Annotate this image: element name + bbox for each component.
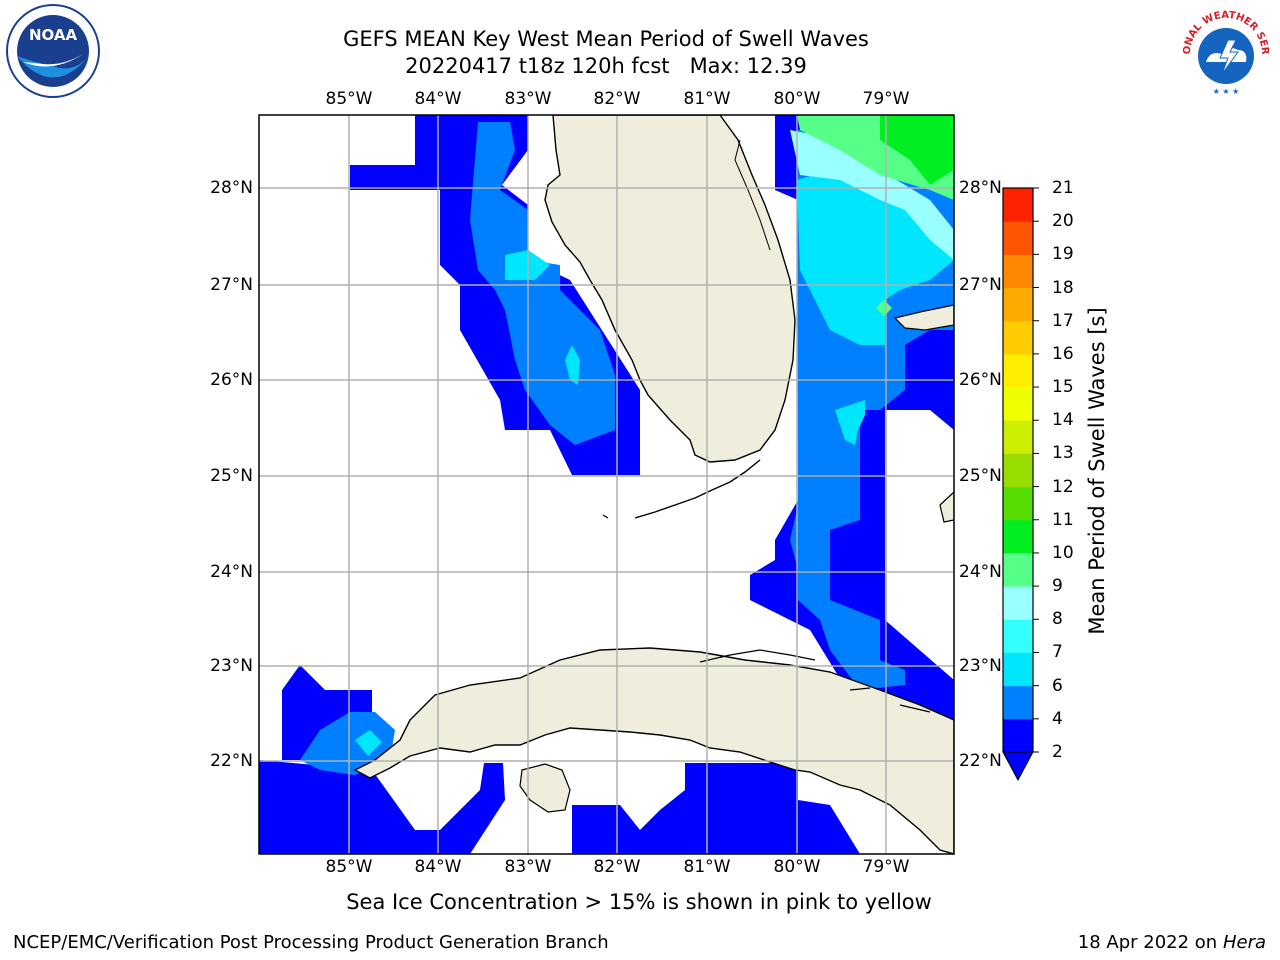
lat-label-left: 25°N — [210, 466, 253, 486]
colorbar-segment — [1003, 552, 1033, 587]
lon-label-bottom: 85°W — [325, 857, 373, 877]
colorbar-tick-label: 7 — [1052, 642, 1063, 663]
map-title: GEFS MEAN Key West Mean Period of Swell … — [343, 27, 869, 51]
colorbar-segment — [1003, 486, 1033, 521]
colorbar-label: Mean Period of Swell Waves [s] — [1085, 307, 1109, 635]
svg-text:★ ★ ★: ★ ★ ★ — [1213, 87, 1240, 96]
colorbar-segment — [1003, 320, 1033, 355]
noaa-logo: NOAA — [6, 4, 100, 98]
colorbar — [1003, 188, 1033, 753]
lat-label-left: 22°N — [210, 751, 253, 771]
lat-label-left: 26°N — [210, 370, 253, 390]
lat-label-left: 28°N — [210, 178, 253, 198]
colorbar-tick-label: 2 — [1052, 742, 1063, 762]
colorbar-tick-label: 13 — [1052, 443, 1074, 464]
date-stamp-text: 18 Apr 2022 on — [1077, 932, 1223, 953]
colorbar-tick-label: 8 — [1052, 609, 1063, 630]
lon-label-top: 81°W — [683, 89, 731, 109]
colorbar-segment — [1003, 685, 1033, 720]
colorbar-tick-label: 9 — [1052, 576, 1063, 597]
colorbar-tick-label: 21 — [1052, 178, 1074, 198]
lon-label-bottom: 81°W — [683, 857, 731, 877]
map-frame — [258, 114, 955, 855]
colorbar-segment — [1003, 586, 1033, 620]
colorbar-segment — [1003, 453, 1033, 488]
florida-keys — [634, 459, 761, 519]
colorbar-segment — [1003, 519, 1033, 554]
colorbar-segment — [1003, 353, 1033, 388]
land-florida — [544, 115, 796, 463]
colorbar-tick-label: 17 — [1052, 310, 1074, 331]
machine-name: Hera — [1222, 932, 1266, 953]
lon-label-bottom: 80°W — [773, 857, 821, 877]
land-cuba — [353, 647, 954, 854]
credit-line: NCEP/EMC/Verification Post Processing Pr… — [13, 932, 609, 953]
colorbar-tick-label: 18 — [1052, 277, 1074, 298]
nws-logo: NATIONAL WEATHER SERVICE ★ ★ ★ — [1176, 4, 1272, 98]
date-stamp: 18 Apr 2022 on Hera — [1078, 932, 1266, 953]
colorbar-frame — [1002, 187, 1034, 753]
lat-label-right: 22°N — [959, 751, 1002, 771]
lon-label-bottom: 84°W — [414, 857, 462, 877]
lon-label-top: 84°W — [414, 89, 462, 109]
colorbar-segment — [1003, 619, 1033, 653]
lon-label-top: 80°W — [773, 89, 821, 109]
swell-field-max — [876, 300, 892, 316]
colorbar-segment — [1003, 652, 1033, 687]
land-bahamas-east — [939, 491, 954, 523]
lat-label-right: 25°N — [959, 466, 1002, 486]
colorbar-tick-label: 20 — [1052, 211, 1074, 232]
colorbar-tick-label: 12 — [1052, 476, 1074, 497]
colorbar-tick-label: 19 — [1052, 244, 1074, 265]
lon-label-top: 85°W — [325, 89, 373, 109]
sea-ice-note: Sea Ice Concentration > 15% is shown in … — [346, 890, 932, 914]
lat-label-right: 26°N — [959, 370, 1002, 390]
lat-label-right: 24°N — [959, 562, 1002, 582]
colorbar-segment — [1003, 221, 1033, 255]
colorbar-segment — [1003, 254, 1033, 289]
colorbar-tick-label: 11 — [1052, 509, 1074, 530]
lat-label-right: 28°N — [959, 178, 1002, 198]
swell-field-7-9s — [790, 130, 954, 260]
lon-label-top: 79°W — [862, 89, 910, 109]
graticule — [259, 115, 954, 854]
colorbar-segment — [1003, 718, 1033, 753]
lat-label-left: 24°N — [210, 562, 253, 582]
cuba-cays — [699, 649, 931, 713]
lon-label-top: 82°W — [593, 89, 641, 109]
lon-label-top: 83°W — [504, 89, 552, 109]
colorbar-segment — [1003, 387, 1033, 421]
colorbar-tick-label: 15 — [1052, 377, 1074, 398]
colorbar-tick-label: 6 — [1052, 675, 1063, 696]
noaa-logo-text: NOAA — [29, 26, 78, 44]
lon-label-bottom: 82°W — [593, 857, 641, 877]
colorbar-extend-arrow — [1002, 751, 1034, 782]
lon-label-bottom: 83°W — [504, 857, 552, 877]
land-isla-juventud — [519, 763, 571, 813]
lat-label-right: 27°N — [959, 275, 1002, 295]
colorbar-segment — [1003, 188, 1033, 222]
lat-label-left: 23°N — [210, 656, 253, 676]
swell-field-10-12s — [880, 115, 954, 185]
colorbar-tick-label: 16 — [1052, 343, 1074, 364]
colorbar-segment — [1003, 420, 1033, 454]
lat-label-left: 27°N — [210, 275, 253, 295]
colorbar-tick-label: 10 — [1052, 542, 1074, 563]
lat-label-right: 23°N — [959, 656, 1002, 676]
map-subtitle: 20220417 t18z 120h fcst Max: 12.39 — [405, 54, 807, 78]
colorbar-tick-label: 4 — [1052, 708, 1063, 729]
land-bahamas — [893, 304, 954, 331]
lon-label-bottom: 79°W — [862, 857, 910, 877]
colorbar-segment — [1003, 287, 1033, 322]
colorbar-tick-label: 14 — [1052, 410, 1074, 431]
